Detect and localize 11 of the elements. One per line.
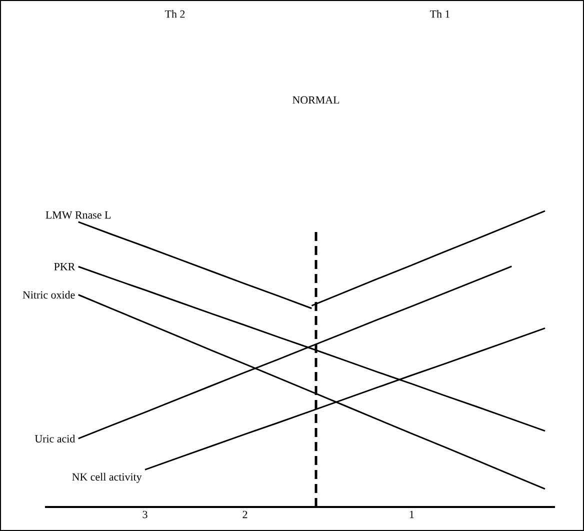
series-label: Nitric oxide: [22, 290, 75, 299]
series-label: Uric acid: [34, 434, 75, 442]
text: NORMAL: [292, 96, 340, 104]
series-label: LMW Rnase L: [46, 211, 111, 219]
x-tick-label: 2: [242, 510, 248, 518]
series-label: NK cell activity: [72, 472, 142, 483]
x-tick-label: 1: [410, 510, 414, 518]
text: Th 1: [430, 10, 450, 18]
series-label: PKR: [54, 263, 76, 270]
text: Th 2: [165, 10, 185, 18]
x-tick-label: 3: [142, 510, 148, 518]
